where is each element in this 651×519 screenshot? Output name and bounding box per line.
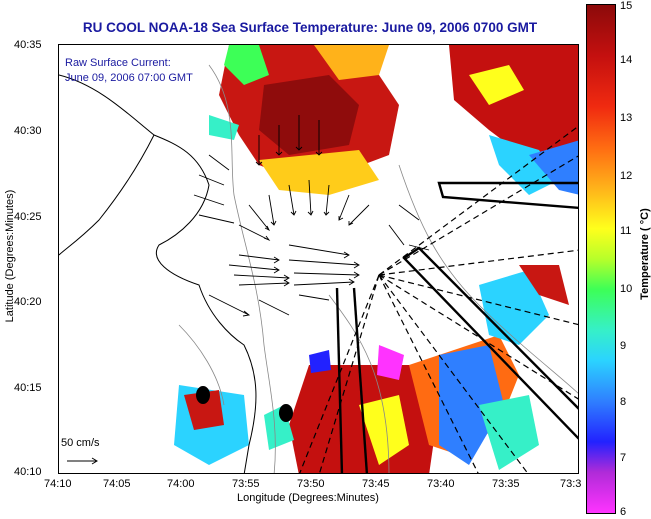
scale-label: 50 cm/s (61, 437, 100, 449)
sst-map-canvas (59, 45, 578, 473)
legend-time: June 09, 2006 07:00 GMT (65, 72, 193, 84)
y-axis-label: Latitude (Degrees:Minutes) (4, 189, 16, 323)
sst-patches (174, 45, 578, 473)
y-tick-label: 40:15 (14, 382, 42, 394)
colorbar-tick: 7 (620, 452, 627, 464)
bathymetry-contours (178, 64, 578, 473)
colorbar-label: Temperature ( °C) (639, 208, 651, 300)
x-tick-label: 73:55 (232, 478, 260, 490)
shipping-lanes (335, 181, 578, 473)
y-tick-label: 40:30 (14, 125, 42, 137)
x-tick-label: 73:40 (427, 478, 455, 490)
colorbar-tick: 15 (620, 0, 633, 12)
colorbar-tick: 6 (620, 506, 627, 518)
x-tick-label: 73:45 (362, 478, 390, 490)
figure-title: RU COOL NOAA-18 Sea Surface Temperature:… (82, 20, 538, 35)
y-tick-label: 40:20 (14, 296, 42, 308)
legend-label: Raw Surface Current: (65, 57, 171, 69)
colorbar-tick: 9 (620, 340, 627, 352)
colorbar-tick: 11 (620, 225, 632, 237)
x-tick-label: 73:50 (297, 478, 325, 490)
x-tick-label: 73:3 (560, 478, 582, 490)
y-tick-label: 40:25 (14, 211, 42, 223)
current-vectors (193, 115, 430, 317)
buoy-marker (279, 404, 293, 422)
buoy-marker (196, 386, 210, 404)
colorbar-tick: 8 (620, 396, 627, 408)
scale-arrow (67, 457, 98, 465)
coastline (59, 74, 257, 473)
x-tick-label: 74:05 (103, 478, 131, 490)
x-tick-label: 73:35 (492, 478, 520, 490)
y-tick-label: 40:35 (14, 39, 42, 51)
temperature-colorbar (586, 4, 616, 514)
x-axis-label: Longitude (Degrees:Minutes) (237, 492, 379, 504)
x-tick-label: 74:10 (44, 478, 72, 490)
colorbar-tick: 13 (620, 112, 633, 124)
y-tick-label: 40:10 (14, 466, 42, 478)
x-tick-label: 74:00 (167, 478, 195, 490)
colorbar-tick: 14 (620, 54, 633, 66)
colorbar-tick: 10 (620, 283, 633, 295)
colorbar-tick: 12 (620, 170, 633, 182)
sst-map-panel: Raw Surface Current: June 09, 2006 07:00… (58, 44, 579, 474)
